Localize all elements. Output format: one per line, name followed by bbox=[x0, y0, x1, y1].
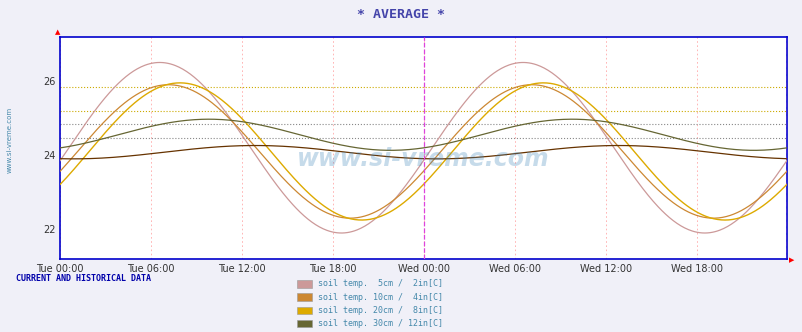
Text: ▲: ▲ bbox=[55, 29, 60, 35]
Text: soil temp. 10cm /  4in[C]: soil temp. 10cm / 4in[C] bbox=[318, 292, 443, 302]
Text: * AVERAGE *: * AVERAGE * bbox=[357, 8, 445, 21]
Text: soil temp.  5cm /  2in[C]: soil temp. 5cm / 2in[C] bbox=[318, 279, 443, 289]
Text: soil temp. 20cm /  8in[C]: soil temp. 20cm / 8in[C] bbox=[318, 306, 443, 315]
Text: www.si-vreme.com: www.si-vreme.com bbox=[297, 147, 549, 171]
Text: www.si-vreme.com: www.si-vreme.com bbox=[6, 106, 12, 173]
Text: ▶: ▶ bbox=[788, 258, 793, 264]
Text: CURRENT AND HISTORICAL DATA: CURRENT AND HISTORICAL DATA bbox=[16, 274, 151, 283]
Text: soil temp. 30cm / 12in[C]: soil temp. 30cm / 12in[C] bbox=[318, 319, 443, 328]
